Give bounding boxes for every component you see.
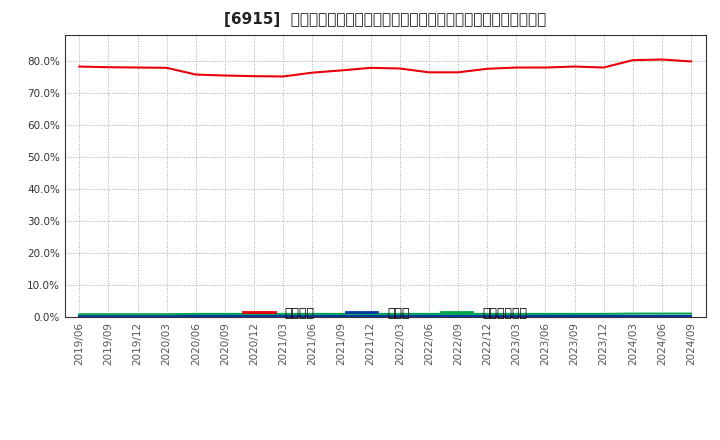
Legend: 自己資本, のれん, 繰延税金資産: 自己資本, のれん, 繰延税金資産 (238, 302, 532, 325)
Title: [6915]  自己資本、のれん、繰延税金資産の総資産に対する比率の推移: [6915] 自己資本、のれん、繰延税金資産の総資産に対する比率の推移 (224, 12, 546, 27)
